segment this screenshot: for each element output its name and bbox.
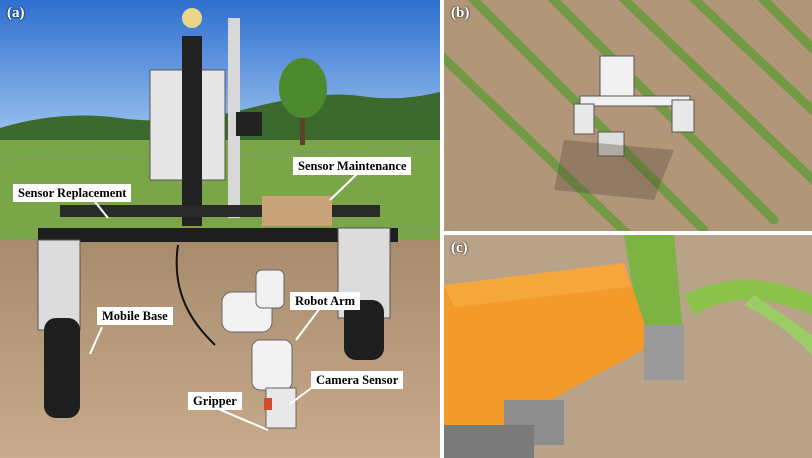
- leader-gripper: [215, 407, 269, 431]
- gripper-closeup-photo: [444, 235, 812, 458]
- callout-sensor-replacement: Sensor Replacement: [13, 184, 132, 202]
- leader-sensor-maintenance: [329, 172, 359, 201]
- callout-gripper: Gripper: [188, 392, 242, 410]
- callout-mobile-base: Mobile Base: [97, 307, 173, 325]
- panel-a-robot-photo: (a) Sensor Replacement Sensor Maintenanc…: [0, 0, 440, 458]
- panel-b-aerial-photo: (b): [444, 0, 812, 231]
- panel-c-gripper-closeup-photo: (c): [444, 235, 812, 458]
- leader-robot-arm: [295, 307, 321, 341]
- callout-sensor-maintenance: Sensor Maintenance: [293, 157, 412, 175]
- leader-camera-sensor: [289, 385, 315, 405]
- callout-leader-lines: [89, 172, 359, 431]
- panel-a-label: (a): [7, 5, 25, 21]
- aerial-crop-field-photo: [444, 0, 812, 231]
- panel-c-label: (c): [451, 240, 468, 256]
- panel-b-label: (b): [451, 5, 470, 21]
- callout-camera-sensor: Camera Sensor: [311, 371, 404, 389]
- robot-field-photo: [0, 0, 440, 458]
- callout-robot-arm: Robot Arm: [290, 292, 361, 310]
- leader-mobile-base: [89, 326, 103, 355]
